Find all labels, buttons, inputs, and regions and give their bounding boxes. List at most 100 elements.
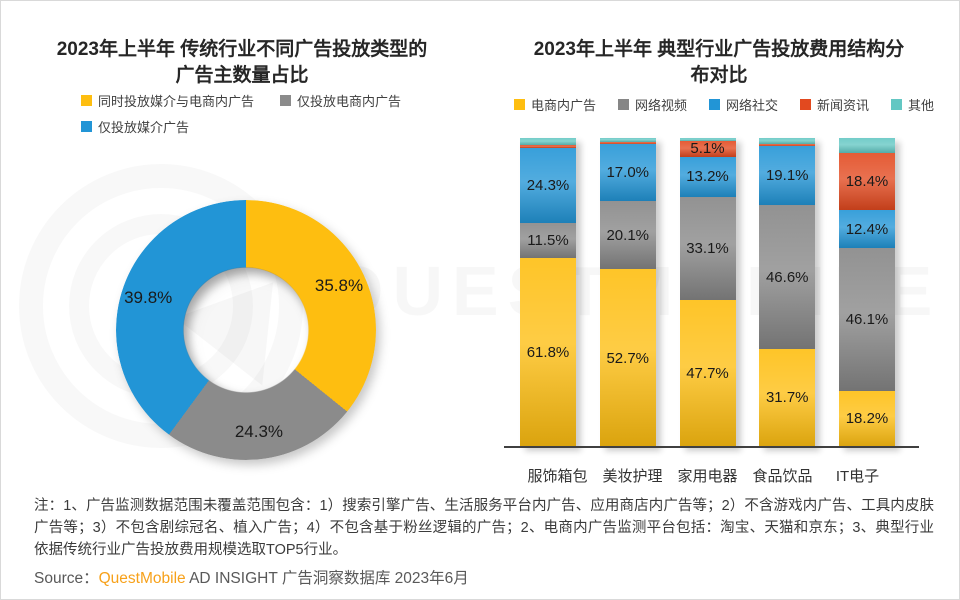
bar-chart-title: 2023年上半年 典型行业广告投放费用结构分 布对比 — [495, 37, 943, 89]
bar-segment-value-label: 17.0% — [606, 164, 650, 182]
donut-chart-legend: 同时投放媒介与电商内广告 仅投放电商内广告仅投放媒介广告 — [81, 91, 427, 143]
donut-ring — [116, 200, 376, 460]
bar-segment-value-label: 18.2% — [845, 410, 889, 428]
stacked-bar-1: 24.3% 11.5% 61.8% — [520, 138, 576, 447]
stacked-bar-4: 19.1% 46.6% 31.7% — [759, 138, 816, 447]
bar-segment — [520, 145, 576, 149]
bar-segment-value-label: 12.4% — [845, 220, 889, 238]
bar-segment-value-label: 13.2% — [686, 168, 729, 186]
legend-swatch-icon — [81, 95, 92, 106]
donut-value-label: 24.3% — [234, 422, 284, 442]
legend-label: 同时投放媒介与电商内广告 — [98, 94, 255, 109]
legend-item: 新闻资讯 — [800, 95, 869, 114]
legend-label: 仅投放电商内广告 — [297, 94, 402, 109]
category-axis-labels: 服饰箱包 美妆护理 家用电器 食品饮品 IT电子 — [520, 465, 895, 486]
bar-segment: 47.7% — [679, 299, 736, 448]
legend-swatch-icon — [891, 99, 903, 110]
donut-hole — [183, 267, 309, 393]
bar-segment — [759, 138, 816, 145]
legend-label: 新闻资讯 — [817, 98, 870, 113]
legend-item: 同时投放媒介与电商内广告 — [81, 91, 254, 110]
category-label: 家用电器 — [677, 468, 738, 485]
legend-item: 仅投放媒介广告 — [81, 117, 189, 136]
legend-item: 网络视频 — [617, 95, 687, 114]
legend-label: 仅投放媒介广告 — [98, 120, 190, 135]
category-label: 服饰箱包 — [527, 468, 588, 485]
legend-swatch-icon — [708, 99, 720, 110]
stacked-bar-3: 5.1% 13.2% 33.1% 47.7% — [679, 138, 736, 448]
legend-swatch-icon — [513, 99, 525, 110]
bar-segment: 61.8% — [520, 257, 576, 447]
stacked-bars: 24.3% 11.5% 61.8% 17.0% 20.1% 52.7% 5.1% 13.2% 3… — [520, 138, 895, 448]
legend-label: 电商内广告 — [530, 98, 596, 113]
bar-segment: 52.7% — [599, 269, 656, 447]
bar-segment-value-label: 11.5% — [527, 231, 569, 249]
donut-chart-title-line1: 2023年上半年 传统行业不同广告投放类型的 — [56, 39, 428, 60]
bar-segment-value-label: 61.8% — [526, 343, 570, 361]
category-label: IT电子 — [835, 468, 880, 485]
bar-segment-value-label: 46.6% — [765, 268, 809, 286]
legend-swatch-icon — [617, 99, 629, 110]
legend-label: 网络视频 — [634, 98, 687, 113]
stacked-bar-5: 18.4% 12.4% 46.1% 18.2% — [839, 138, 895, 448]
bar-segment: 13.2% — [679, 156, 736, 198]
stacked-bar-2: 17.0% 20.1% 52.7% — [599, 138, 656, 447]
bar-segment: 24.3% — [520, 148, 576, 224]
bar-chart-legend: 电商内广告 网络视频 网络社交 新闻资讯 其他 — [506, 95, 942, 121]
bar-segment: 5.1% — [679, 140, 736, 158]
category-label: 食品饮品 — [752, 468, 813, 485]
legend-row: 仅投放媒介广告 — [81, 117, 427, 136]
bar-segment-value-label: 47.7% — [686, 364, 729, 382]
legend-label: 网络社交 — [725, 98, 778, 113]
donut-chart-title: 2023年上半年 传统行业不同广告投放类型的 广告主数量占比 — [31, 37, 453, 89]
donut-value-label: 35.8% — [314, 275, 364, 295]
bar-chart-title-line1: 2023年上半年 典型行业广告投放费用结构分 — [533, 39, 905, 60]
donut-value-label: 39.8% — [124, 287, 173, 307]
bar-segment-value-label: 31.7% — [765, 389, 809, 407]
source-line: Source：QuestMobile AD INSIGHT 广告洞察数据库 20… — [34, 566, 469, 588]
legend-item: 电商内广告 — [513, 95, 596, 114]
bar-segment: 33.1% — [679, 197, 736, 300]
bar-segment: 18.2% — [839, 390, 895, 448]
bar-segment: 18.4% — [839, 153, 895, 210]
legend-swatch-icon — [81, 121, 92, 132]
bar-segment: 46.6% — [759, 205, 816, 350]
bar-segment: 12.4% — [839, 209, 895, 249]
source-brand: QuestMobile — [98, 570, 186, 587]
legend-row: 电商内广告 网络视频 网络社交 新闻资讯 其他 — [506, 95, 942, 114]
source-rest: AD INSIGHT 广告洞察数据库 2023年6月 — [185, 570, 469, 587]
bar-segment-value-label: 24.3% — [526, 177, 570, 195]
category-label: 美妆护理 — [602, 468, 663, 485]
donut-chart: 35.8% 24.3% 39.8% — [116, 200, 376, 460]
legend-swatch-icon — [280, 95, 292, 106]
legend-item: 仅投放电商内广告 — [280, 91, 401, 110]
x-axis-line — [504, 446, 919, 448]
bar-segment-value-label: 19.1% — [765, 167, 809, 185]
bar-segment-value-label: 18.4% — [845, 173, 889, 191]
bar-segment — [759, 144, 816, 147]
bar-segment: 17.0% — [599, 144, 656, 202]
bar-segment — [679, 138, 736, 141]
bar-segment — [599, 138, 656, 143]
bar-segment-value-label: 46.1% — [845, 311, 889, 329]
bar-segment — [839, 138, 895, 154]
legend-item: 其他 — [891, 95, 934, 114]
source-prefix: Source： — [34, 570, 99, 587]
bar-segment: 19.1% — [759, 146, 816, 206]
bar-segment: 11.5% — [520, 222, 576, 259]
bar-segment-value-label: 52.7% — [606, 349, 650, 367]
bar-segment-value-label: 5.1% — [690, 140, 725, 158]
bar-segment — [520, 138, 576, 146]
bar-segment — [599, 142, 656, 145]
bar-segment: 46.1% — [839, 248, 895, 392]
legend-label: 其他 — [908, 98, 935, 113]
bar-segment: 31.7% — [759, 349, 816, 447]
donut-chart-title-line2: 广告主数量占比 — [175, 65, 309, 86]
bar-chart-title-line2: 布对比 — [690, 65, 748, 86]
bar-segment-value-label: 20.1% — [606, 226, 650, 244]
legend-item: 网络社交 — [708, 95, 778, 114]
legend-swatch-icon — [800, 99, 811, 110]
bar-segment: 20.1% — [599, 201, 656, 270]
bar-segment-value-label: 33.1% — [686, 239, 729, 257]
